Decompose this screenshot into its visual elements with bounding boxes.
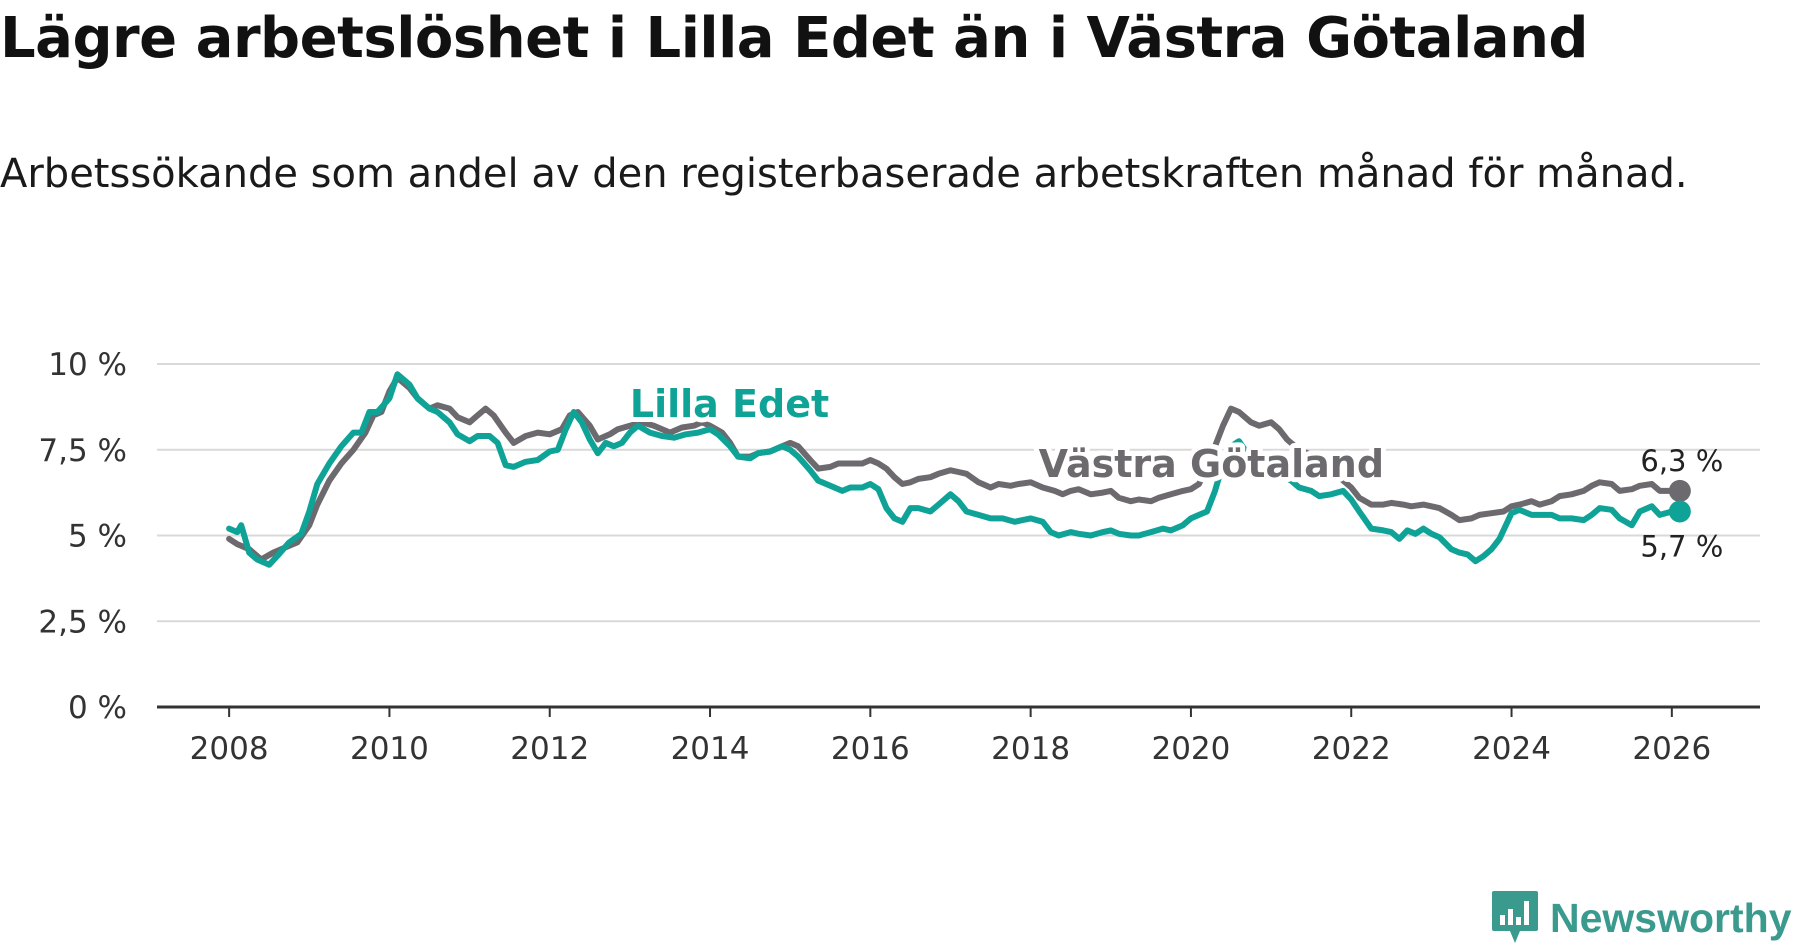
x-tick-label: 2014 [671, 731, 750, 767]
y-tick-label: 0 % [68, 690, 127, 726]
chart-title: Lägre arbetslöshet i Lilla Edet än i Väs… [0, 6, 1589, 71]
newsworthy-logo: Newsworthy [1490, 888, 1792, 948]
y-tick-label: 10 % [48, 347, 127, 383]
x-tick-label: 2022 [1312, 731, 1391, 767]
newsworthy-bar-icon [1492, 891, 1538, 943]
end-value-label-1: 5,7 % [1640, 529, 1723, 563]
newsworthy-wordmark: Newsworthy [1550, 894, 1792, 941]
y-tick-label: 7,5 % [38, 433, 127, 469]
x-tick-label: 2010 [350, 731, 429, 767]
series-name-label-0: Lilla Edet [630, 382, 829, 426]
chart-subtitle: Arbetssökande som andel av den registerb… [0, 151, 1688, 197]
series-lines [226, 371, 1691, 568]
series-end-dot-0 [1668, 479, 1691, 502]
x-tick-label: 2020 [1151, 731, 1230, 767]
x-tick-label: 2016 [831, 731, 910, 767]
y-tick-label: 2,5 % [38, 604, 127, 640]
end-value-label-0: 6,3 % [1640, 444, 1723, 478]
x-tick-label: 2018 [991, 731, 1070, 767]
series-labels: 6,3 % 5,7 % Lilla Edet Västra Götaland [625, 377, 1723, 563]
x-tick-label: 2008 [190, 731, 269, 767]
series-name-label-1: Västra Götaland [1039, 442, 1384, 486]
series-line-1 [226, 371, 1683, 568]
axes: 0 % 2,5 % 5 % 7,5 % 10 % 2008 2010 2012 2014 2016… [38, 347, 1760, 767]
x-tick-label: 2026 [1632, 731, 1711, 767]
y-tick-label: 5 % [68, 519, 127, 555]
series-end-dot-1 [1668, 500, 1691, 523]
series-line-0 [226, 374, 1683, 563]
x-tick-label: 2024 [1472, 731, 1551, 767]
x-tick-label: 2012 [510, 731, 589, 767]
gridlines [157, 363, 1760, 623]
